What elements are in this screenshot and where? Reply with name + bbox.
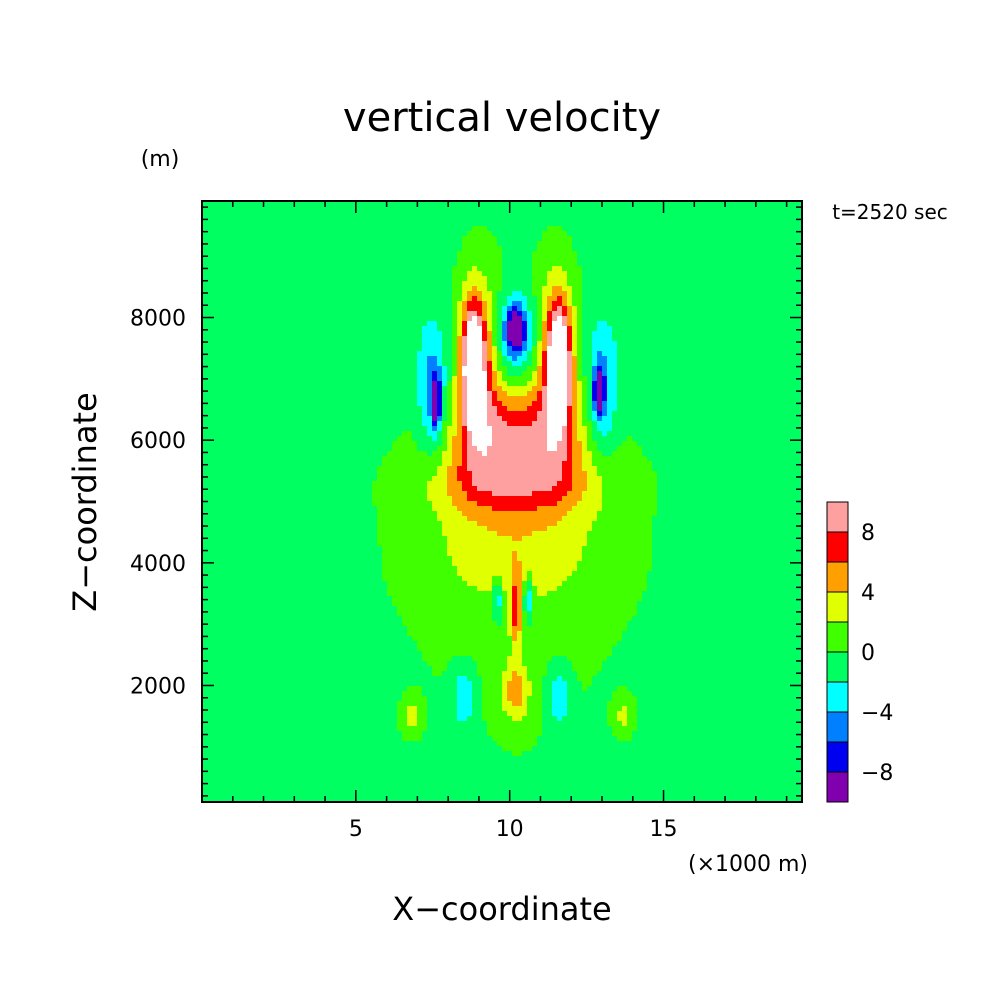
colorbar-swatch (826, 651, 849, 683)
y-axis-unit: (m) (141, 147, 180, 172)
colorbar-tick-label: 0 (861, 641, 875, 666)
colorbar-tick-label: −8 (861, 761, 893, 786)
colorbar-swatch (826, 771, 849, 803)
x-axis-label: X−coordinate (392, 890, 611, 928)
colorbar-swatch (826, 681, 849, 713)
colorbar-swatch (826, 501, 849, 533)
colorbar-swatch (826, 561, 849, 593)
colorbar-swatch (826, 591, 849, 623)
colorbar-swatch (826, 531, 849, 563)
colorbar-swatch (826, 711, 849, 743)
x-tick-label: 10 (496, 817, 524, 842)
colorbar-swatch (826, 621, 849, 653)
y-tick-label: 8000 (130, 307, 186, 332)
x-tick-label: 15 (650, 817, 678, 842)
colorbar: −8 −4 0 4 8 (826, 501, 893, 803)
y-tick-label: 2000 (130, 674, 186, 699)
chart-title: vertical velocity (343, 95, 661, 141)
colorbar-swatch (826, 741, 849, 773)
x-tick-label: 5 (349, 817, 363, 842)
time-label: t=2520 sec (832, 200, 948, 224)
colorbar-tick-label: −4 (861, 701, 893, 726)
y-tick-label: 4000 (130, 552, 186, 577)
y-axis-label: Z−coordinate (66, 392, 104, 611)
colorbar-tick-label: 8 (861, 521, 875, 546)
x-axis-unit: (×1000 m) (688, 852, 808, 877)
contour-field (202, 201, 803, 803)
axis-ticks (202, 201, 802, 802)
y-tick-label: 6000 (130, 429, 186, 454)
colorbar-tick-label: 4 (861, 581, 875, 606)
axis-tick-labels: 5 10 15 2000 4000 6000 8000 (130, 307, 678, 842)
